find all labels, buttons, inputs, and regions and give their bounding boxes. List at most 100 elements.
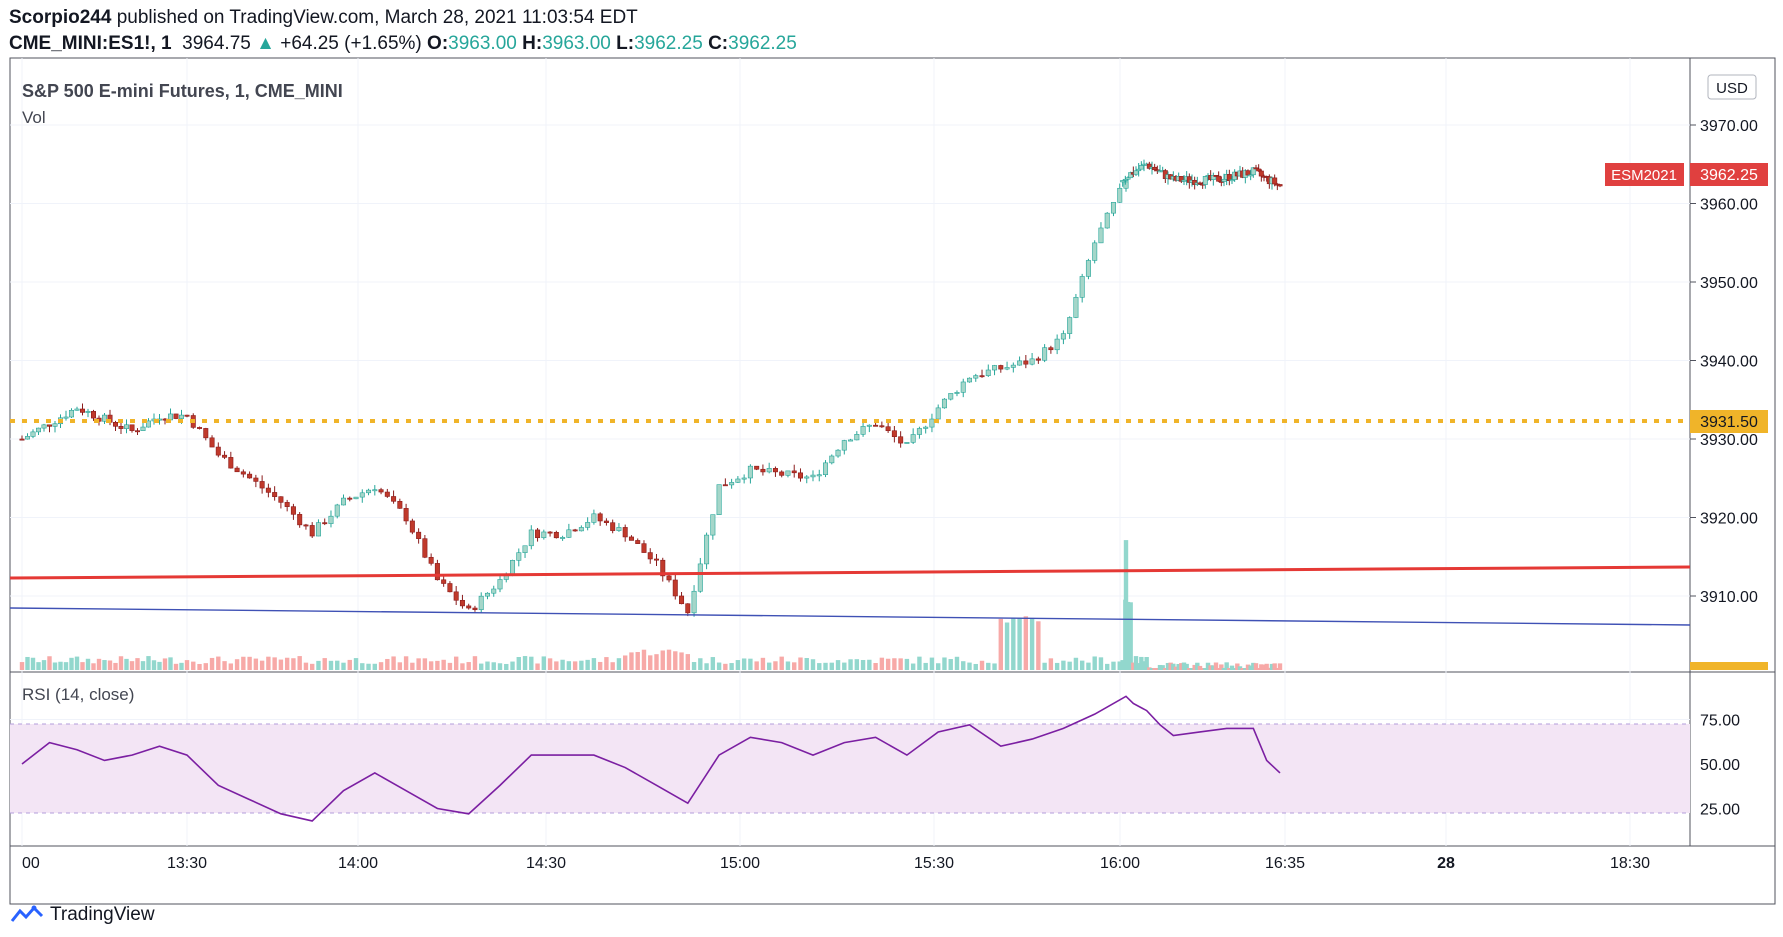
price-axis[interactable]: 3970.00 3960.00 3950.00 3940.00 3930.00 3920.…	[1690, 118, 1758, 606]
candle-body	[1136, 168, 1142, 172]
candle-body	[30, 431, 36, 437]
symbol[interactable]: CME_MINI:ES1!, 1	[9, 33, 172, 54]
volume-bar	[954, 656, 960, 670]
candle-body	[697, 563, 703, 592]
candle-body	[810, 474, 816, 478]
volume-bar	[679, 652, 684, 670]
candle-body	[63, 416, 69, 419]
volume-bar	[654, 654, 659, 670]
candle-body	[754, 465, 760, 470]
time-tick-label-3: 14:30	[526, 855, 566, 872]
volume-bar	[961, 661, 966, 670]
volume-bar	[1131, 662, 1136, 670]
volume-bar	[1144, 657, 1149, 670]
volume-bar	[942, 657, 947, 670]
volume-bar	[1251, 662, 1256, 670]
candle-body	[484, 592, 490, 597]
volume-bar	[579, 660, 584, 670]
volume-bar	[629, 652, 634, 670]
volume-bar	[1229, 665, 1235, 670]
candle-body	[1138, 165, 1144, 170]
volume-bar	[96, 658, 102, 670]
volume-bar	[197, 663, 202, 670]
candle-body	[835, 449, 841, 457]
volume-bar	[904, 658, 910, 670]
volume-bar	[441, 659, 446, 670]
volume-bar	[216, 656, 221, 670]
candle-body	[691, 590, 697, 614]
volume-bar	[1147, 667, 1152, 670]
candle-body	[622, 527, 628, 538]
volume-bar	[107, 660, 113, 670]
change-value: +64.25 (+1.65%)	[280, 33, 422, 54]
rsi-tick-label-2: 25.00	[1700, 802, 1740, 819]
candle-body	[328, 515, 334, 524]
volume-bar	[1224, 662, 1229, 670]
candle-body	[1117, 187, 1123, 203]
candle-body	[666, 575, 672, 581]
candle-body	[929, 418, 935, 428]
volume-bar	[157, 661, 162, 670]
candle-body	[960, 381, 966, 393]
candle-body	[1054, 338, 1060, 351]
candle-body	[841, 440, 847, 451]
red-trend-line[interactable]	[9, 565, 1691, 580]
tradingview-logo-icon	[10, 905, 44, 922]
volume-bar	[1054, 662, 1060, 670]
volume-bar	[1264, 663, 1269, 670]
candle-body	[391, 496, 397, 502]
volume-bar	[228, 663, 234, 670]
time-axis[interactable]: 00 13:30 14:00 14:30 15:00 15:30 16:00 16:35 28 1…	[22, 855, 1650, 872]
volume-bar	[397, 662, 403, 670]
volume-bar	[1173, 666, 1179, 670]
candle-body	[1104, 212, 1110, 229]
volume-bar	[504, 663, 509, 670]
volume-bar	[810, 659, 816, 670]
blue-trend-line[interactable]	[9, 607, 1691, 626]
volume-bar	[416, 658, 421, 670]
volume-bar	[1117, 661, 1122, 670]
candle-body	[259, 481, 265, 489]
candle-body	[466, 605, 472, 609]
last-price-badge-text: 3962.25	[1700, 167, 1758, 184]
candle-body	[1079, 276, 1085, 298]
symbol-line: CME_MINI:ES1!, 1 3964.75 ▲ +64.25 (+1.65…	[9, 33, 797, 55]
author-name[interactable]: Scorpio244	[9, 7, 112, 28]
volume-bar	[1128, 602, 1133, 670]
volume-bar	[1275, 668, 1280, 670]
candle-body	[478, 595, 484, 610]
candle-body	[1133, 170, 1139, 175]
time-tick-label-1: 13:30	[167, 855, 207, 872]
volume-bar	[1160, 665, 1165, 670]
volume-bar	[1111, 661, 1116, 670]
candle-body	[359, 492, 365, 498]
candle-body	[102, 414, 108, 422]
volume-bar	[1036, 621, 1041, 670]
price-tick-label-5: 3920.00	[1700, 511, 1758, 528]
candle-body	[1067, 317, 1073, 334]
currency-button[interactable]	[1707, 74, 1757, 100]
candle-body	[791, 470, 797, 474]
high-value: 3963.00	[542, 33, 611, 54]
candle-body	[1035, 358, 1041, 361]
volume-bar	[1243, 668, 1248, 670]
volume-bar	[1073, 657, 1079, 670]
volume-bar	[209, 657, 215, 670]
candle-body	[1272, 177, 1278, 185]
volume-bar	[842, 662, 847, 670]
candle-body	[434, 563, 440, 581]
candle-body	[535, 529, 541, 539]
volume-bar	[118, 656, 124, 670]
rsi-axis[interactable]: 75.00 50.00 25.00	[1700, 713, 1740, 819]
price-tick-label-1: 3960.00	[1700, 197, 1758, 214]
volume-bar	[485, 661, 490, 670]
footer-brand[interactable]: TradingView	[10, 904, 155, 926]
volume-bar	[36, 662, 41, 670]
volume-bar	[366, 663, 371, 670]
candle-body	[491, 588, 497, 594]
volume-bar	[1248, 665, 1253, 670]
candle-body	[272, 492, 278, 497]
candle-body	[973, 375, 979, 379]
candle-body	[140, 426, 146, 431]
